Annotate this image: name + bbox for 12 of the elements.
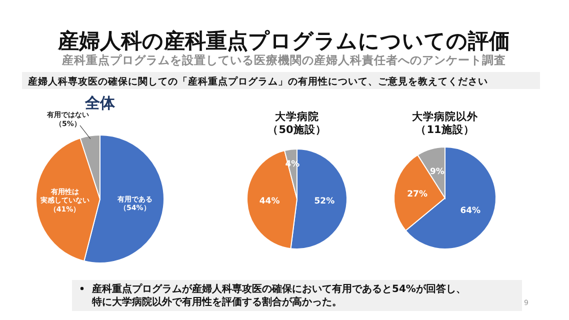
text: 産科重点プログラムが産婦人科専攻医の確保において有用であると54%が回答し、特に大学病院以外で有用性を評価する割合が高かった。 [91, 283, 466, 308]
data-label: 27% [407, 190, 428, 200]
chart-title: 大学病院以外（11施設） [412, 110, 479, 136]
data-label: 52% [314, 196, 336, 207]
text: 産婦人科専攻医の確保に関しての「産科重点プログラム」の有用性について、ご意見を教えてください [27, 76, 488, 88]
data-label: 64% [460, 206, 482, 216]
chart-title: 全体 [84, 94, 116, 112]
data-label: 9% [430, 167, 445, 178]
text: 産婦人科の産科重点プログラムについての評価 [57, 29, 510, 53]
chart-title: 大学病院（50施設） [268, 110, 326, 136]
text: 産科重点プログラムを設置している医療機関の産婦人科責任者へのアンケート調査 [61, 53, 506, 67]
data-label: 44% [259, 196, 280, 207]
